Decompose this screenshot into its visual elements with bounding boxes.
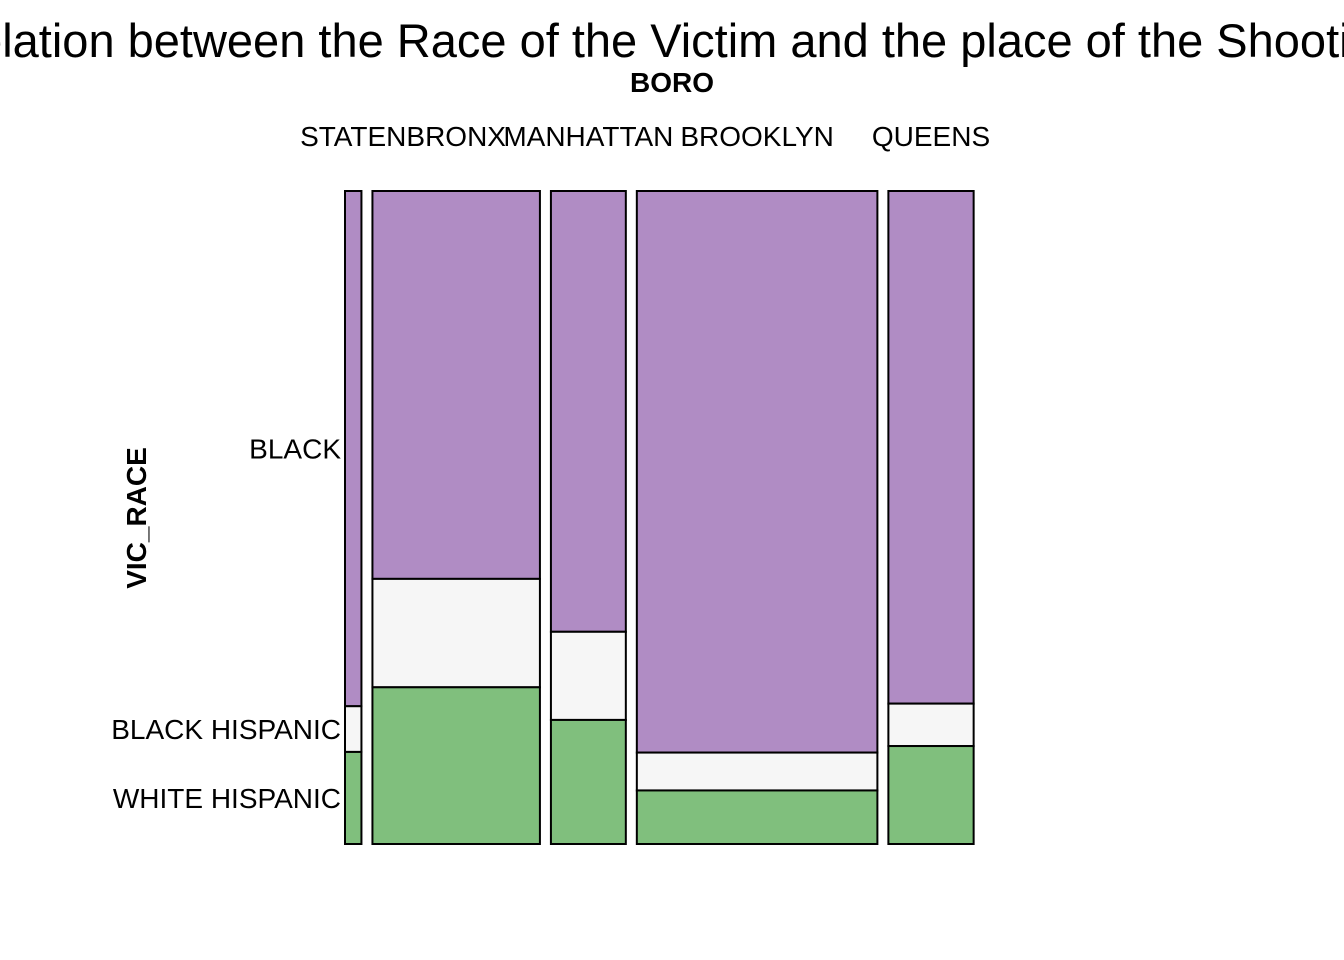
tile-queens-black-hispanic: [887, 702, 975, 748]
x-variable-label: BORO: [630, 67, 714, 98]
column-label-bronx: BRONX: [406, 121, 506, 152]
tile-manhattan-black-hispanic: [549, 630, 627, 721]
tile-brooklyn-white-hispanic: [635, 789, 879, 846]
tile-staten-black: [344, 190, 363, 708]
column-label-staten: STATEN: [300, 121, 406, 152]
y-variable-label: VIC_RACE: [121, 447, 152, 589]
tile-staten-white-hispanic: [344, 750, 363, 845]
mosaic-tiles: [344, 190, 975, 846]
tile-staten-black-hispanic: [344, 705, 363, 753]
tile-bronx-black: [371, 190, 541, 580]
column-label-brooklyn: BROOKLYN: [680, 121, 834, 152]
tile-queens-white-hispanic: [887, 745, 975, 845]
tile-manhattan-black: [549, 190, 627, 633]
tile-queens-black: [887, 190, 975, 705]
chart-title: Relation between the Race of the Victim …: [0, 14, 1344, 67]
row-label-black: BLACK: [249, 434, 341, 465]
column-label-manhattan: MANHATTAN: [503, 121, 673, 152]
row-labels: BLACK BLACK HISPANIC WHITE HISPANIC: [111, 434, 341, 814]
tile-manhattan-white-hispanic: [549, 718, 627, 845]
tile-bronx-black-hispanic: [371, 577, 541, 689]
row-label-white-hispanic: WHITE HISPANIC: [113, 783, 341, 814]
tile-brooklyn-black: [635, 190, 879, 754]
tile-brooklyn-black-hispanic: [635, 751, 879, 792]
column-label-queens: QUEENS: [872, 121, 990, 152]
tile-bronx-white-hispanic: [371, 686, 541, 846]
row-label-black-hispanic: BLACK HISPANIC: [111, 714, 341, 745]
